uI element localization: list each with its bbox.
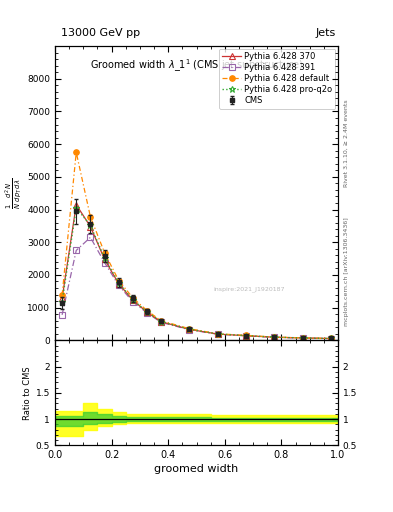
Pythia 6.428 370: [159, 318, 163, 325]
Pythia 6.428 pro-q2o: [88, 222, 93, 228]
Pythia 6.428 pro-q2o: [244, 332, 248, 338]
Text: Groomed width $\lambda\_1^1$ (CMS jet substructure): Groomed width $\lambda\_1^1$ (CMS jet su…: [90, 58, 303, 74]
Pythia 6.428 391: [244, 333, 248, 339]
Pythia 6.428 370: [215, 331, 220, 337]
Pythia 6.428 pro-q2o: [215, 331, 220, 337]
Pythia 6.428 pro-q2o: [145, 309, 149, 315]
Pythia 6.428 pro-q2o: [60, 298, 64, 305]
Pythia 6.428 391: [215, 331, 220, 337]
Text: inspire:2021_J1920187: inspire:2021_J1920187: [213, 286, 285, 292]
Line: Pythia 6.428 pro-q2o: Pythia 6.428 pro-q2o: [59, 204, 334, 342]
Pythia 6.428 370: [116, 281, 121, 287]
Pythia 6.428 default: [159, 317, 163, 324]
Pythia 6.428 pro-q2o: [116, 280, 121, 286]
Pythia 6.428 391: [329, 335, 333, 342]
Pythia 6.428 391: [60, 312, 64, 318]
Pythia 6.428 pro-q2o: [159, 318, 163, 325]
Text: Jets: Jets: [316, 28, 336, 38]
Pythia 6.428 default: [272, 334, 277, 340]
Pythia 6.428 default: [300, 335, 305, 341]
Pythia 6.428 pro-q2o: [300, 335, 305, 341]
Line: Pythia 6.428 370: Pythia 6.428 370: [59, 202, 334, 342]
Pythia 6.428 pro-q2o: [130, 297, 135, 303]
X-axis label: groomed width: groomed width: [154, 464, 239, 475]
Pythia 6.428 default: [145, 308, 149, 314]
Pythia 6.428 370: [60, 295, 64, 302]
Pythia 6.428 pro-q2o: [329, 335, 333, 342]
Pythia 6.428 default: [74, 150, 79, 156]
Pythia 6.428 370: [187, 326, 192, 332]
Pythia 6.428 pro-q2o: [272, 334, 277, 340]
Pythia 6.428 391: [300, 335, 305, 341]
Pythia 6.428 pro-q2o: [74, 205, 79, 211]
Pythia 6.428 default: [102, 250, 107, 256]
Pythia 6.428 default: [187, 326, 192, 332]
Pythia 6.428 391: [88, 234, 93, 241]
Pythia 6.428 370: [74, 202, 79, 208]
Pythia 6.428 370: [102, 256, 107, 262]
Pythia 6.428 370: [300, 335, 305, 341]
Pythia 6.428 pro-q2o: [102, 255, 107, 261]
Pythia 6.428 default: [329, 335, 333, 342]
Y-axis label: Ratio to CMS: Ratio to CMS: [23, 366, 31, 420]
Pythia 6.428 391: [130, 298, 135, 305]
Text: 13000 GeV pp: 13000 GeV pp: [61, 28, 140, 38]
Pythia 6.428 default: [60, 292, 64, 298]
Pythia 6.428 391: [272, 334, 277, 340]
Line: Pythia 6.428 391: Pythia 6.428 391: [59, 234, 334, 342]
Pythia 6.428 391: [102, 260, 107, 266]
Pythia 6.428 default: [116, 278, 121, 284]
Pythia 6.428 391: [187, 327, 192, 333]
Pythia 6.428 default: [88, 214, 93, 220]
Pythia 6.428 370: [329, 335, 333, 342]
Pythia 6.428 default: [244, 332, 248, 338]
Pythia 6.428 default: [130, 295, 135, 301]
Pythia 6.428 370: [244, 333, 248, 339]
Text: Rivet 3.1.10, ≥ 2.4M events: Rivet 3.1.10, ≥ 2.4M events: [344, 99, 349, 187]
Legend: Pythia 6.428 370, Pythia 6.428 391, Pythia 6.428 default, Pythia 6.428 pro-q2o, : Pythia 6.428 370, Pythia 6.428 391, Pyth…: [219, 49, 336, 109]
Pythia 6.428 391: [145, 310, 149, 316]
Pythia 6.428 default: [215, 331, 220, 337]
Pythia 6.428 391: [116, 282, 121, 288]
Pythia 6.428 391: [159, 319, 163, 326]
Pythia 6.428 391: [74, 247, 79, 253]
Pythia 6.428 370: [145, 309, 149, 315]
Pythia 6.428 370: [88, 224, 93, 230]
Text: mcplots.cern.ch [arXiv:1306.3436]: mcplots.cern.ch [arXiv:1306.3436]: [344, 217, 349, 326]
Line: Pythia 6.428 default: Pythia 6.428 default: [59, 150, 334, 341]
Y-axis label: $\frac{1}{N}\,\frac{d^2N}{dp_T\,d\lambda}$: $\frac{1}{N}\,\frac{d^2N}{dp_T\,d\lambda…: [4, 178, 24, 209]
Pythia 6.428 370: [272, 334, 277, 340]
Pythia 6.428 pro-q2o: [187, 326, 192, 332]
Pythia 6.428 370: [130, 297, 135, 303]
